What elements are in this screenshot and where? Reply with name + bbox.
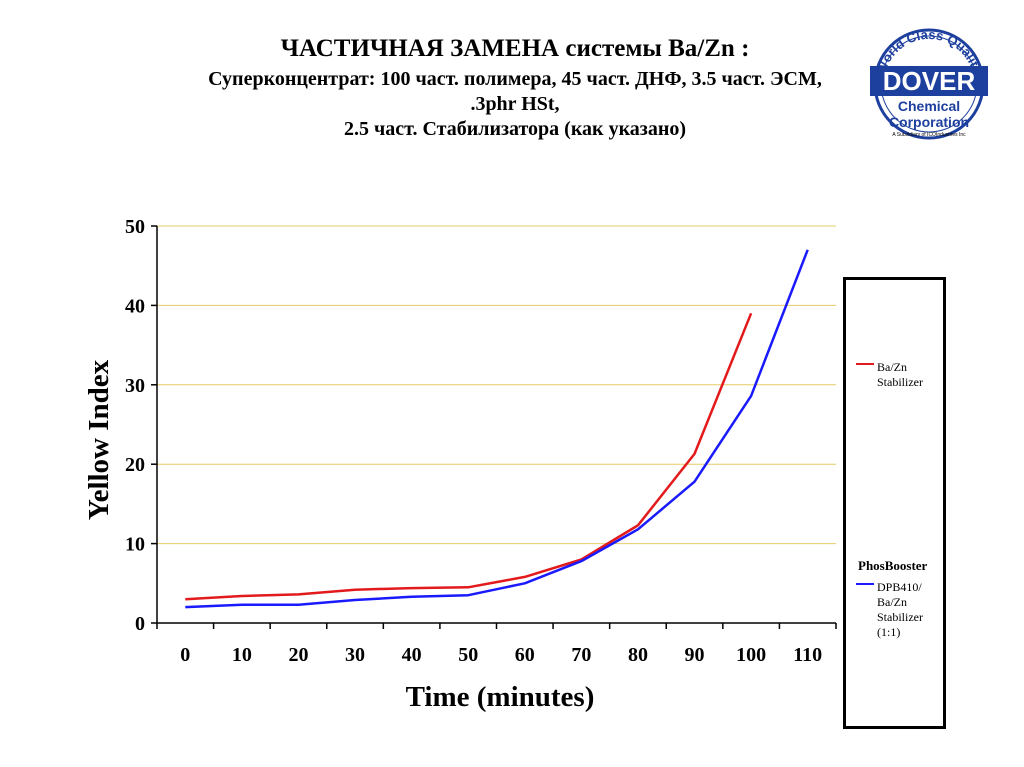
x-tick-label-90: 90 (685, 644, 705, 666)
y-tick-label-50: 50 (125, 216, 145, 238)
title-line-3: .3phr HSt, (470, 93, 560, 115)
x-tick-label-30: 30 (345, 644, 365, 666)
title-line-2: Суперконцентрат: 100 част. полимера, 45 … (208, 68, 822, 90)
y-tick-label-10: 10 (125, 534, 145, 556)
title-line-1: ЧАСТИЧНАЯ ЗАМЕНА системы Ba/Zn : (280, 35, 750, 62)
logo-brand: DOVER (883, 66, 976, 96)
gridlines (157, 225, 836, 545)
legend-label-dpb410: DPB410/ Ba/Zn Stabilizer (1:1) (877, 580, 923, 639)
x-tick-label-110: 110 (793, 644, 822, 666)
x-tick-label-80: 80 (628, 644, 648, 666)
legend-entry-dpb410: DPB410/ Ba/Zn Stabilizer (1:1) (856, 580, 946, 640)
logo-banner (870, 66, 988, 96)
legend: Ba/Zn Stabilizer PhosBooster DPB410/ Ba/… (843, 277, 946, 729)
chart-title: ЧАСТИЧНАЯ ЗАМЕНА системы Ba/Zn : Суперко… (120, 36, 910, 142)
axis-ticks: 0 10 20 30 40 50 0 10 20 30 40 50 60 70 80 90 100 110 (125, 216, 837, 666)
x-tick-label-20: 20 (288, 644, 308, 666)
legend-swatch-ba-zn (856, 363, 874, 366)
logo-line-1: Chemical (898, 98, 960, 114)
legend-group-title: PhosBooster (858, 558, 928, 573)
x-tick-label-50: 50 (458, 644, 478, 666)
y-tick-label-20: 20 (125, 454, 145, 476)
x-tick-label-100: 100 (736, 644, 766, 666)
dover-logo: World Class Quality DOVER Chemical Corpo… (870, 27, 988, 140)
logo-line-2: Corporation (889, 114, 969, 130)
logo-tagline: A Subsidiary of ICOIndustries Inc (892, 132, 966, 138)
series-line-dpb410 (185, 249, 809, 609)
x-axis-title: Time (minutes) (406, 681, 595, 713)
x-tick-label-60: 60 (515, 644, 535, 666)
y-axis-title: Yellow Index (83, 359, 115, 520)
legend-entry-ba-zn: Ba/Zn Stabilizer (856, 360, 946, 390)
legend-swatch-dpb410 (856, 583, 874, 586)
y-tick-label-40: 40 (125, 295, 145, 317)
legend-label-ba-zn: Ba/Zn Stabilizer (877, 360, 923, 389)
x-tick-label-70: 70 (571, 644, 591, 666)
y-tick-label-30: 30 (125, 375, 145, 397)
x-tick-label-40: 40 (402, 644, 422, 666)
x-tick-label-0: 0 (180, 644, 190, 666)
series-line-ba-zn (185, 312, 753, 601)
series-lines (185, 249, 809, 609)
x-tick-label-10: 10 (232, 644, 252, 666)
y-tick-label-0: 0 (135, 613, 145, 635)
title-line-4: 2.5 част. Стабилизатора (как указано) (343, 118, 687, 140)
